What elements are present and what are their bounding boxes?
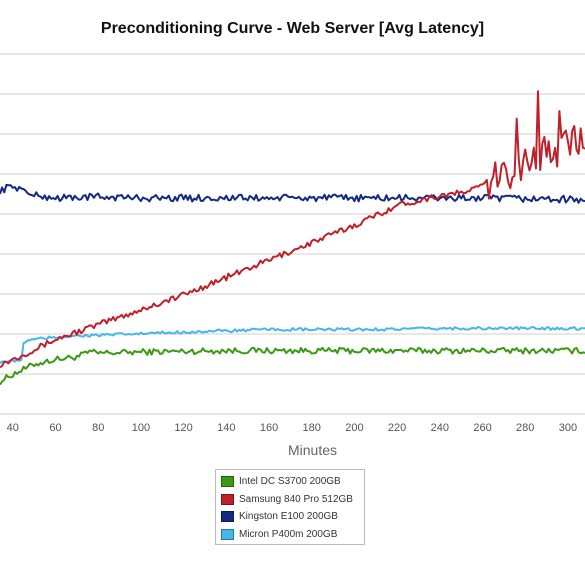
series-line-kingston-e100-200gb: [0, 183, 585, 204]
legend-item: Intel DC S3700 200GB: [221, 473, 364, 491]
series-line-intel-dc-s3700-200gb: [0, 346, 585, 386]
x-axis-label: Minutes: [287, 442, 338, 458]
gridlines: [0, 53, 585, 415]
chart-title: Preconditioning Curve - Web Server [Avg …: [100, 20, 485, 37]
x-tick-label: 160: [260, 422, 278, 434]
legend-swatch: [221, 476, 234, 488]
x-tick-label: 60: [49, 422, 61, 434]
x-tick-label: 280: [516, 422, 534, 434]
series-line-samsung-840-pro-512gb: [0, 90, 585, 369]
x-tick-label: 220: [388, 422, 406, 434]
legend: Intel DC S3700 200GB Samsung 840 Pro 512…: [215, 469, 365, 545]
legend-item: Kingston E100 200GB: [221, 508, 364, 526]
legend-item: Micron P400m 200GB: [221, 526, 364, 544]
x-tick-label: 240: [431, 422, 449, 434]
x-tick-label: 300: [559, 422, 577, 434]
legend-label: Kingston E100 200GB: [239, 511, 338, 523]
legend-swatch: [221, 528, 234, 540]
x-tick-label: 40: [7, 422, 19, 434]
x-tick-label: 80: [92, 422, 104, 434]
x-tick-label: 180: [303, 422, 321, 434]
legend-swatch: [221, 511, 234, 523]
legend-label: Intel DC S3700 200GB: [239, 476, 341, 488]
legend-swatch: [221, 493, 234, 505]
series-lines: [0, 90, 585, 386]
legend-label: Samsung 840 Pro 512GB: [239, 493, 353, 505]
x-tick-label: 100: [132, 422, 150, 434]
legend-label: Micron P400m 200GB: [239, 528, 338, 540]
legend-item: Samsung 840 Pro 512GB: [221, 491, 364, 509]
x-tick-label: 120: [174, 422, 192, 434]
x-tick-label: 140: [217, 422, 235, 434]
series-line-micron-p400m-200gb: [0, 325, 585, 365]
x-axis-ticks: 40 60 80 100 120 140 160 180 200 220 240 260 280 300: [7, 422, 577, 434]
x-tick-label: 260: [473, 422, 491, 434]
x-tick-label: 200: [345, 422, 363, 434]
